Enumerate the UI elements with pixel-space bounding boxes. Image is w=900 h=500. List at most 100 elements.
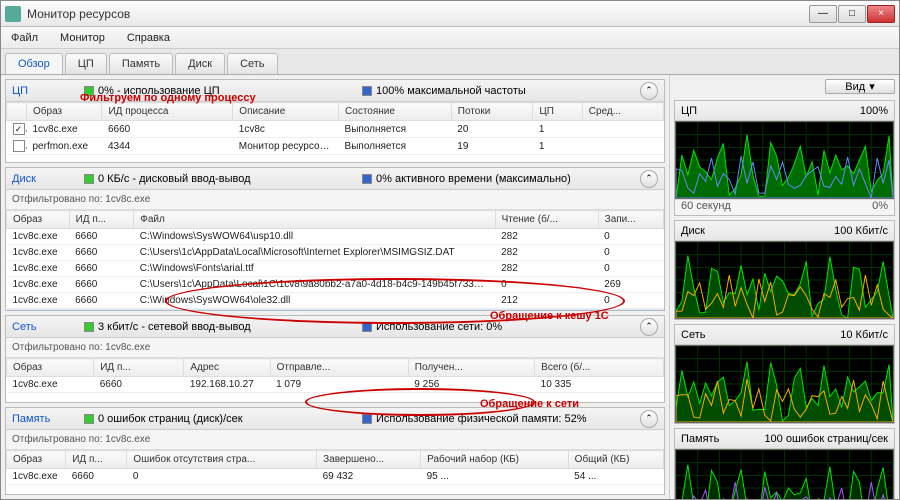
cpu-title: ЦП — [12, 85, 72, 97]
titlebar[interactable]: Монитор ресурсов — □ × — [1, 1, 899, 27]
column-header[interactable]: Запи... — [598, 211, 663, 229]
column-header[interactable]: Образ — [7, 359, 94, 377]
column-header[interactable]: Получен... — [408, 359, 534, 377]
cpu-table-wrap[interactable]: ОбразИД процессаОписаниеСостояниеПотокиЦ… — [6, 102, 664, 162]
cell: Выполняется — [339, 121, 452, 138]
cell: Выполняется — [339, 138, 452, 155]
square-icon — [362, 86, 372, 96]
table-row[interactable]: 1cv8c.exe6660069 43295 ...54 ... — [7, 469, 664, 485]
mem-table-wrap[interactable]: ОбразИД п...Ошибок отсутствия стра...Зав… — [6, 450, 664, 494]
disk-header[interactable]: Диск 0 КБ/с - дисковый ввод-вывод 0% акт… — [6, 168, 664, 190]
column-header[interactable]: Файл — [134, 211, 495, 229]
menu-help[interactable]: Справка — [123, 30, 174, 46]
cell: 6660 — [69, 245, 134, 261]
tab-memory[interactable]: Память — [109, 53, 173, 74]
graph-canvas — [675, 121, 894, 199]
minimize-button[interactable]: — — [809, 5, 837, 23]
cell: C:\Users\1c\AppData\Local\Microsoft\Inte… — [134, 245, 495, 261]
column-header[interactable] — [7, 103, 27, 121]
graph-header: Память100 ошибок страниц/сек — [675, 429, 894, 449]
column-header[interactable]: Сред... — [582, 103, 663, 121]
menu-file[interactable]: Файл — [7, 30, 42, 46]
cell: 1cv8c.exe — [7, 469, 66, 485]
right-panel: Вид ▾ ЦП100%60 секунд0%Диск100 Кбит/сСет… — [669, 75, 899, 499]
column-header[interactable]: Чтение (б/... — [495, 211, 598, 229]
table-row[interactable]: 1cv8c.exe6660C:\Windows\SysWOW64\usp10.d… — [7, 229, 664, 245]
cell: C:\Windows\Fonts\arial.ttf — [134, 261, 495, 277]
menu-monitor[interactable]: Монитор — [56, 30, 109, 46]
table-row[interactable]: 1cv8c.exe6660C:\Users\1c\AppData\Local\M… — [7, 309, 664, 311]
tabbar: Обзор ЦП Память Диск Сеть — [1, 49, 899, 75]
network-section: Сеть 3 кбит/с - сетевой ввод-вывод Испол… — [5, 315, 665, 403]
view-button[interactable]: Вид ▾ — [825, 79, 895, 94]
table-row[interactable]: 1cv8c.exe6660C:\Users\1c\AppData\Local\M… — [7, 245, 664, 261]
column-header[interactable]: Всего (б/... — [535, 359, 664, 377]
column-header[interactable]: Образ — [7, 211, 70, 229]
table-row[interactable]: 1cv8c.exe6660C:\Users\1c\AppData\Local\1… — [7, 277, 664, 293]
column-header[interactable]: ИД п... — [66, 451, 127, 469]
table-row[interactable]: 1cv8c.exe6660192.168.10.271 0799 25610 3… — [7, 377, 664, 393]
tab-disk[interactable]: Диск — [175, 53, 225, 74]
graph-panel: Сеть10 Кбит/с — [674, 324, 895, 424]
collapse-icon[interactable]: ⌃ — [640, 170, 658, 188]
cell: 6660 — [66, 469, 127, 485]
column-header[interactable]: Потоки — [451, 103, 533, 121]
column-header[interactable]: Рабочий набор (КБ) — [421, 451, 569, 469]
tab-overview[interactable]: Обзор — [5, 53, 63, 74]
column-header[interactable]: ИД п... — [94, 359, 184, 377]
column-header[interactable]: Образ — [7, 451, 66, 469]
graph-canvas — [675, 345, 894, 423]
column-header[interactable]: Общий (КБ) — [568, 451, 663, 469]
tab-cpu[interactable]: ЦП — [65, 53, 107, 74]
checkbox[interactable]: ✓ — [13, 123, 25, 135]
column-header[interactable]: Состояние — [339, 103, 452, 121]
table-row[interactable]: 1cv8c.exe6660C:\Windows\SysWOW64\ole32.d… — [7, 293, 664, 309]
column-header[interactable]: ЦП — [533, 103, 582, 121]
column-header[interactable]: Завершено... — [317, 451, 421, 469]
cell: 1cv8c.exe — [7, 377, 94, 393]
graph-header: Сеть10 Кбит/с — [675, 325, 894, 345]
mem-filter-row: Отфильтровано по: 1cv8c.exe — [6, 430, 664, 450]
column-header[interactable]: Образ — [27, 103, 102, 121]
cell: 4344 — [102, 138, 233, 155]
cell: 0 — [127, 469, 317, 485]
cell — [582, 121, 663, 138]
disk-filter-row: Отфильтровано по: 1cv8c.exe — [6, 190, 664, 210]
close-button[interactable]: × — [867, 5, 895, 23]
table-row[interactable]: 1cv8c.exe6660C:\Windows\Fonts\arial.ttf2… — [7, 261, 664, 277]
graph-footer: 60 секунд0% — [675, 199, 894, 215]
column-header[interactable]: ИД процесса — [102, 103, 233, 121]
cell: 6660 — [69, 309, 134, 311]
table-row[interactable]: perfmon.exe4344Монитор ресурсов и произ.… — [7, 138, 664, 155]
network-title: Сеть — [12, 321, 72, 333]
graph-panel: Память100 ошибок страниц/сек — [674, 428, 895, 499]
cell: 20 — [451, 121, 533, 138]
graph-scale: 100% — [860, 105, 888, 117]
checkbox[interactable] — [13, 140, 25, 152]
column-header[interactable]: ИД п... — [69, 211, 134, 229]
cell: 6660 — [69, 229, 134, 245]
graph-scale: 10 Кбит/с — [840, 329, 888, 341]
net-table-wrap[interactable]: ОбразИД п...АдресОтправле...Получен...Вс… — [6, 358, 664, 402]
column-header[interactable]: Адрес — [184, 359, 270, 377]
cell: 19 — [451, 138, 533, 155]
column-header[interactable]: Описание — [233, 103, 339, 121]
column-header[interactable]: Ошибок отсутствия стра... — [127, 451, 317, 469]
disk-table-wrap[interactable]: ОбразИД п...ФайлЧтение (б/...Запи...1cv8… — [6, 210, 664, 310]
collapse-icon[interactable]: ⌃ — [640, 318, 658, 336]
table-row[interactable]: ✓1cv8c.exe66601cv8cВыполняется201 — [7, 121, 664, 138]
collapse-icon[interactable]: ⌃ — [640, 410, 658, 428]
column-header[interactable]: Отправле... — [270, 359, 408, 377]
collapse-icon[interactable]: ⌃ — [640, 82, 658, 100]
cpu-section: ЦП 0% - использование ЦП 100% максимальн… — [5, 79, 665, 163]
cell: 1cv8c — [233, 121, 339, 138]
net-filter-row: Отфильтровано по: 1cv8c.exe — [6, 338, 664, 358]
maximize-button[interactable]: □ — [838, 5, 866, 23]
window-title: Монитор ресурсов — [27, 7, 809, 21]
cpu-header[interactable]: ЦП 0% - использование ЦП 100% максимальн… — [6, 80, 664, 102]
graph-title: Диск — [681, 225, 705, 237]
network-header[interactable]: Сеть 3 кбит/с - сетевой ввод-вывод Испол… — [6, 316, 664, 338]
tab-network[interactable]: Сеть — [227, 53, 277, 74]
cell: C:\Windows\SysWOW64\usp10.dll — [134, 229, 495, 245]
memory-header[interactable]: Память 0 ошибок страниц (диск)/сек Испол… — [6, 408, 664, 430]
